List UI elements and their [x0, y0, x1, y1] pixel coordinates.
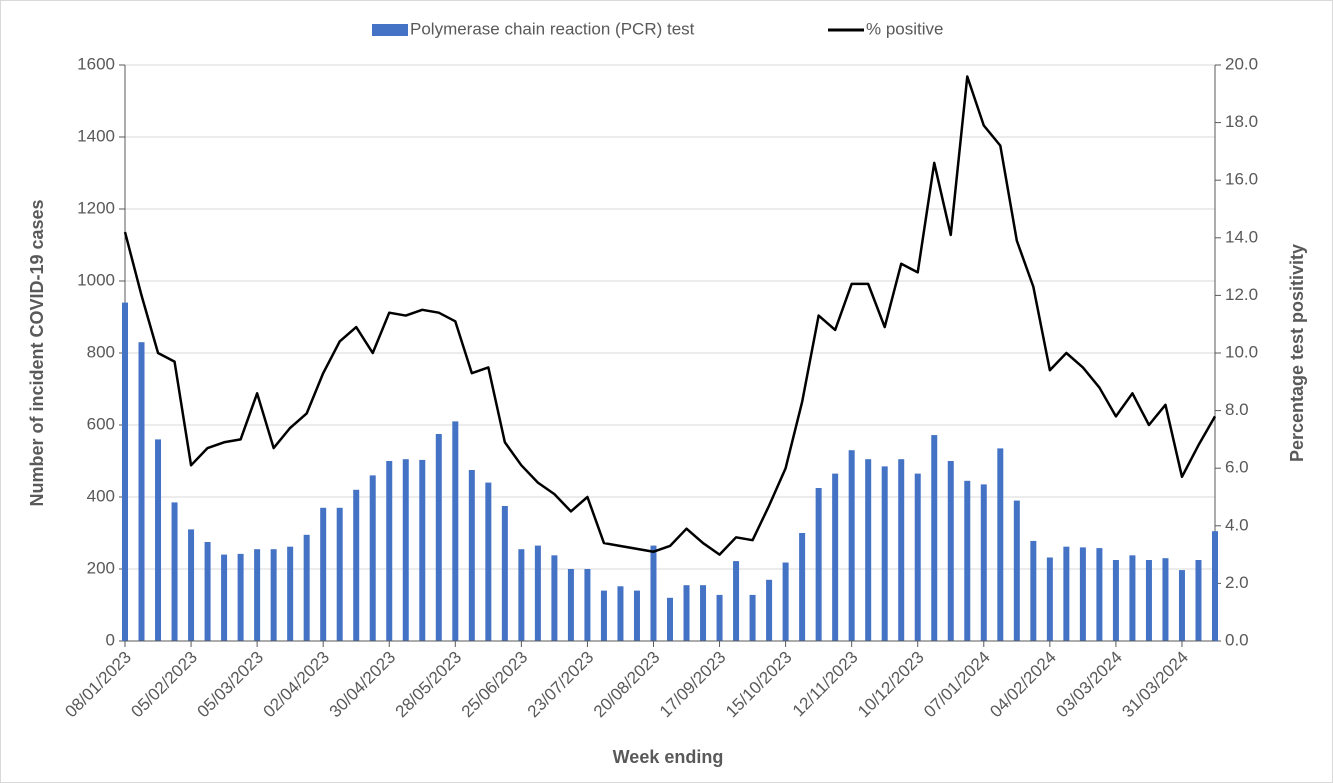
bar	[1162, 558, 1169, 641]
y2-tick-label: 16.0	[1225, 170, 1258, 189]
y-tick-label: 800	[87, 342, 115, 361]
bar	[254, 549, 261, 641]
bar	[997, 448, 1004, 641]
bar	[1096, 548, 1103, 641]
bar	[188, 529, 195, 641]
bar	[237, 553, 244, 641]
bar	[353, 489, 360, 641]
y-axis-title: Number of incident COVID-19 cases	[27, 199, 47, 506]
bar	[303, 534, 310, 641]
bar	[931, 435, 938, 641]
y2-tick-label: 6.0	[1225, 458, 1249, 477]
bar	[667, 597, 673, 641]
bar	[501, 506, 508, 641]
bar	[468, 470, 475, 641]
y2-tick-label: 8.0	[1225, 400, 1249, 419]
bar	[435, 434, 442, 641]
bar	[947, 461, 954, 641]
bar	[1013, 500, 1020, 641]
y2-tick-label: 12.0	[1225, 285, 1258, 304]
bar	[633, 590, 640, 641]
y2-tick-label: 10.0	[1225, 342, 1258, 361]
bar	[171, 502, 178, 641]
bar	[485, 482, 492, 641]
y2-tick-label: 20.0	[1225, 54, 1258, 73]
y-tick-label: 1400	[77, 126, 115, 145]
y-tick-label: 1600	[77, 54, 115, 73]
bar	[402, 459, 409, 641]
bar	[567, 569, 574, 641]
bar	[1079, 547, 1086, 641]
y-tick-label: 1200	[77, 198, 115, 217]
bar	[799, 533, 806, 641]
y2-tick-label: 4.0	[1225, 515, 1249, 534]
bar	[452, 421, 459, 641]
y-tick-label: 1000	[77, 270, 115, 289]
bar	[221, 554, 228, 641]
line	[123, 75, 1217, 556]
bar	[518, 549, 525, 641]
bar	[782, 562, 789, 641]
bar	[964, 480, 971, 641]
bar	[881, 466, 888, 641]
y2-tick-label: 0.0	[1225, 630, 1249, 649]
bar	[716, 594, 723, 641]
y-tick-label: 0	[106, 630, 115, 649]
bar	[419, 459, 426, 641]
bar	[600, 590, 607, 641]
y2-tick-label: 2.0	[1225, 573, 1249, 592]
bar	[1129, 555, 1136, 641]
legend-swatch	[372, 24, 408, 36]
y-tick-label: 400	[87, 486, 115, 505]
y2-axis-title: Percentage test positivity	[1287, 244, 1307, 462]
bar	[617, 586, 624, 641]
legend-label: Polymerase chain reaction (PCR) test	[410, 19, 695, 38]
bar	[650, 545, 657, 641]
bar	[865, 459, 872, 641]
bar	[914, 473, 921, 641]
bar	[138, 342, 145, 641]
bar	[1030, 540, 1037, 641]
bar	[287, 546, 294, 641]
bar	[848, 450, 855, 641]
y2-tick-label: 18.0	[1225, 112, 1258, 131]
y-tick-label: 200	[87, 558, 115, 577]
bar	[766, 579, 773, 641]
bar	[551, 555, 558, 641]
bar	[204, 542, 211, 641]
bar	[155, 439, 162, 641]
bar	[898, 459, 905, 641]
bar	[122, 302, 128, 641]
bar	[336, 507, 343, 641]
bar	[369, 475, 376, 641]
bar	[733, 561, 740, 641]
bar	[700, 585, 707, 641]
bar	[1145, 560, 1152, 641]
bar	[1112, 560, 1119, 641]
y-tick-label: 600	[87, 414, 115, 433]
bar	[320, 507, 327, 641]
bar	[683, 585, 690, 641]
bar	[1212, 531, 1218, 641]
legend-label: % positive	[866, 19, 943, 38]
bar	[270, 549, 277, 641]
bar	[1046, 557, 1053, 641]
bar	[749, 594, 756, 641]
y2-tick-label: 14.0	[1225, 227, 1258, 246]
bar	[584, 569, 591, 641]
bar	[815, 488, 822, 641]
bar	[386, 461, 393, 641]
x-axis-title: Week ending	[613, 747, 724, 767]
bar	[1195, 560, 1202, 641]
bar	[1178, 570, 1185, 641]
bar	[534, 545, 541, 641]
bar	[832, 473, 839, 641]
bar	[980, 484, 987, 641]
bar	[1063, 546, 1070, 641]
